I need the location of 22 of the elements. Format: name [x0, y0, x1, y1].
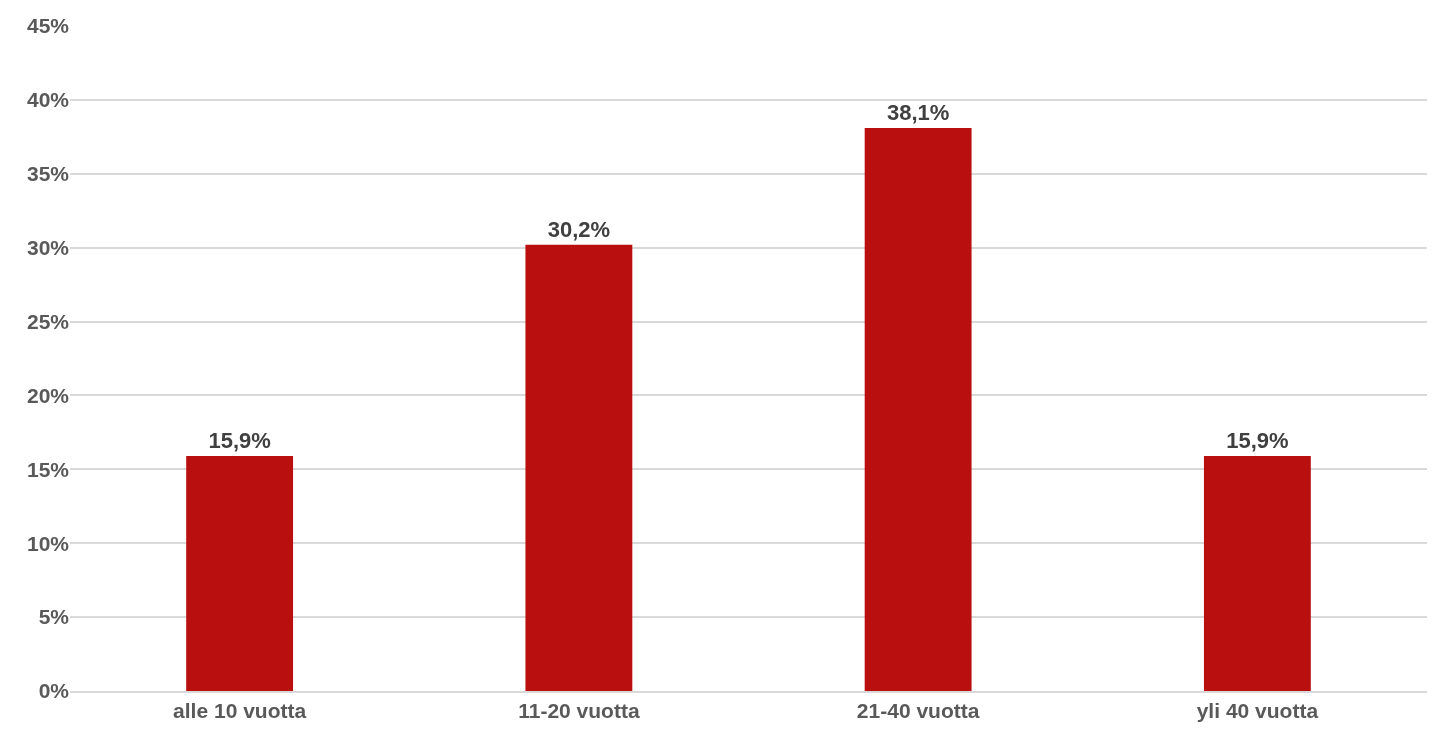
y-tick-label: 30%: [26, 236, 70, 260]
y-tick-label: 15%: [26, 457, 70, 481]
y-tick-label: 40%: [26, 88, 70, 112]
data-label: 15,9%: [208, 428, 271, 454]
data-label: 15,9%: [1226, 428, 1289, 454]
bar: [186, 456, 294, 691]
bar: [864, 127, 972, 691]
bar: [1203, 456, 1311, 691]
x-tick-label: alle 10 vuotta: [173, 698, 307, 722]
y-tick-label: 10%: [26, 531, 70, 555]
y-tick-label: 5%: [38, 605, 70, 629]
y-tick-label: 45%: [26, 14, 70, 38]
x-tick-label: yli 40 vuotta: [1196, 698, 1319, 722]
y-tick-label: 35%: [26, 162, 70, 186]
y-tick-label: 0%: [38, 679, 70, 703]
x-tick-label: 21-40 vuotta: [856, 698, 980, 722]
data-label: 38,1%: [886, 99, 950, 125]
y-tick-label: 25%: [26, 309, 70, 333]
data-label: 30,2%: [547, 216, 611, 242]
y-tick-label: 20%: [26, 383, 70, 407]
bar: [525, 244, 633, 691]
x-tick-label: 11-20 vuotta: [518, 698, 640, 722]
